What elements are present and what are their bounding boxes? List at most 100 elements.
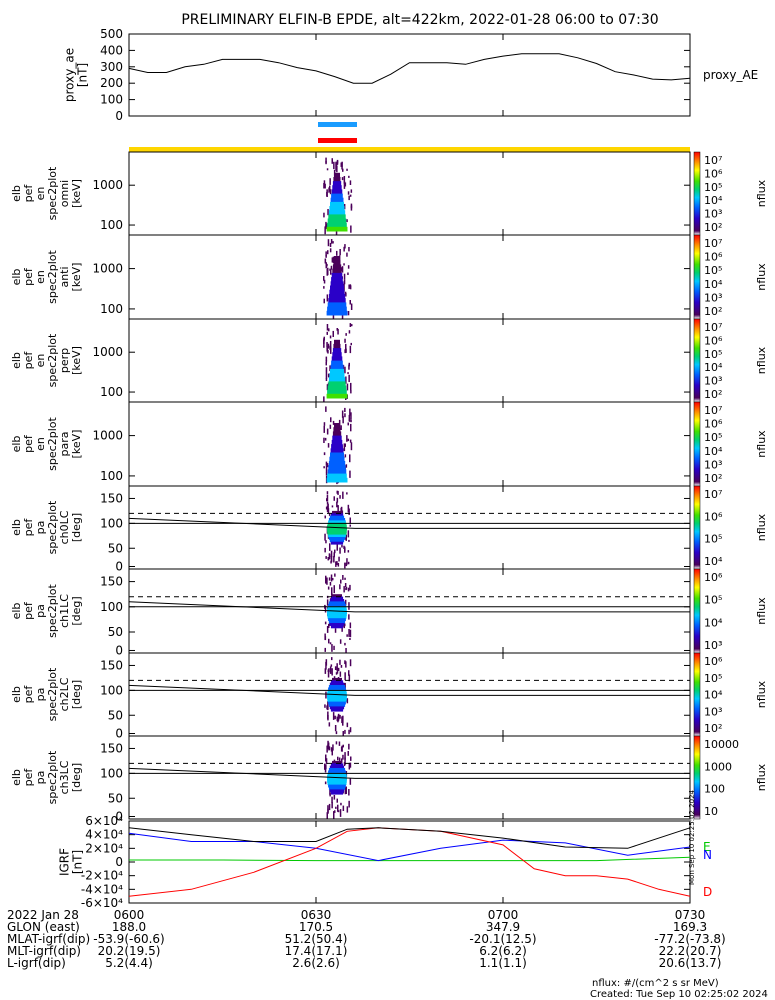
spec-pixel — [330, 239, 333, 244]
colorbar-label: nflux — [755, 263, 768, 291]
spec-core-cell — [327, 218, 347, 224]
colorbar-tick-label: 10⁶ — [704, 571, 723, 584]
spec-pixel — [348, 364, 350, 370]
spec-core-cell — [331, 439, 343, 445]
spec-pixel — [325, 556, 327, 559]
colorbar-label: nflux — [755, 597, 768, 625]
spec-pixel — [342, 754, 344, 760]
spec-pixel — [329, 248, 332, 253]
spec-pixel — [333, 795, 336, 800]
spec-pixel — [327, 503, 329, 511]
spec-pixel — [329, 365, 331, 372]
colorbar-tick-label: 10² — [704, 472, 722, 485]
spec-y-4-tick-label: 0 — [115, 560, 123, 574]
spec-pixel — [346, 698, 349, 704]
colorbar-tick-label: 10³ — [704, 458, 722, 471]
spec-pixel — [350, 342, 352, 346]
colorbar-label: nflux — [755, 763, 768, 791]
spec-panel-bg — [129, 486, 690, 569]
spec-pixel — [340, 802, 342, 806]
spec-pixel — [349, 622, 352, 629]
spec-pixel — [328, 722, 331, 727]
igrf-series-D — [128, 827, 691, 897]
spec-ylabel-4-line-1: pef — [22, 518, 35, 537]
colorbar-tick-label: 10⁵ — [704, 431, 722, 444]
xtick-label: 0700 — [488, 908, 519, 922]
spec-pixel — [344, 672, 346, 681]
spec-pixel — [327, 343, 330, 349]
spec-pixel — [324, 183, 326, 189]
colorbar-tick-label: 10² — [704, 221, 722, 234]
ae-series-line — [128, 53, 691, 84]
spec-core-cell — [327, 306, 347, 312]
spec-pixel — [324, 258, 327, 264]
spec-pixel — [336, 798, 338, 803]
spec-core-cell — [330, 708, 344, 712]
spec-core-cell — [327, 532, 347, 536]
x-axis-annotation: 2022 Jan 28 0600 0630 0700 0730 GLON (east) 18… — [7, 908, 726, 970]
spec-pixel — [323, 340, 325, 348]
spec-core-cell — [331, 193, 343, 199]
spec-core-cell — [330, 364, 344, 370]
spec-pixel — [346, 435, 348, 442]
spec-ylabel-1-line-1: pef — [22, 267, 35, 286]
spec-pixel — [338, 556, 340, 562]
spec-pixel — [326, 501, 329, 505]
spec-pixel — [345, 562, 348, 567]
spec-pixel — [325, 225, 327, 229]
spec-pixel — [328, 328, 330, 332]
spec-pixel — [331, 802, 333, 809]
spec-core-cell — [327, 389, 347, 395]
spec-core-cell — [329, 289, 345, 295]
spec-panel-frame — [128, 735, 691, 820]
spec-ylabel-2-line-0: elb — [10, 352, 23, 369]
spec-panel-bg — [129, 569, 690, 653]
spec-pixel — [339, 639, 342, 644]
spec-ylabel-7-line-4: ch3LC — [58, 760, 71, 794]
spec-pixel — [344, 599, 347, 606]
spec-pixel — [325, 265, 327, 269]
colorbar-tick-label: 10³ — [704, 208, 722, 221]
spec-pixel — [342, 805, 345, 811]
spec-core-cell — [328, 701, 346, 705]
igrf-y-tick-label: 4×10⁴ — [85, 828, 123, 842]
spec-pixel — [325, 360, 328, 363]
spec-core-cell — [328, 214, 346, 220]
ephemeris-value: -77.2(-73.8) — [654, 932, 725, 946]
spec-pixel — [325, 758, 328, 765]
spec-ylabel-2-line-4: perp — [58, 348, 71, 373]
units-note: nflux: #/(cm^2 s sr MeV) — [592, 978, 719, 989]
spec-core-cell — [329, 373, 345, 378]
igrf-y-tick-label: -6×10⁴ — [81, 896, 123, 910]
spec-pixel — [323, 422, 326, 426]
spec-pixel — [341, 716, 343, 724]
spec-pixel — [347, 191, 350, 195]
igrf-y-tick-label: 6×10⁴ — [85, 814, 123, 828]
spec-pixel — [332, 578, 334, 581]
spec-panel-bg — [129, 653, 690, 736]
spec-panel-5: 150 100 50 0 elb pef pa spec2plot ch1LC [deg] 10⁶ 1… — [10, 568, 768, 657]
spec-pixel — [349, 524, 351, 527]
spec-core-cell — [327, 689, 347, 693]
spec-core-cell — [328, 293, 346, 299]
spec-pixel — [335, 731, 338, 735]
created-note: Created: Tue Sep 10 02:25:02 2024 — [590, 989, 768, 1000]
spec-ylabel-7-line-3: spec2plot — [46, 750, 59, 804]
status-bars — [129, 122, 690, 152]
spec-pixel — [330, 664, 333, 667]
spec-ylabel-4-line-4: ch0LC — [58, 510, 71, 544]
spec-pixel — [326, 191, 328, 197]
igrf-frame — [128, 820, 691, 904]
spec-pixel — [344, 660, 346, 665]
spec-y-5-tick-label: 0 — [115, 643, 123, 657]
spec-panel-bg — [129, 152, 690, 235]
spec-pixel — [331, 657, 333, 661]
spec-pixel — [324, 437, 327, 441]
spec-pixel — [329, 582, 332, 586]
spec-pixel — [351, 324, 353, 327]
ae-y-tick-label: 0 — [115, 109, 123, 123]
spec-pixel — [348, 670, 350, 676]
spec-pixel — [347, 587, 350, 592]
spec-pixel — [343, 283, 345, 292]
spec-pixel — [332, 330, 334, 337]
